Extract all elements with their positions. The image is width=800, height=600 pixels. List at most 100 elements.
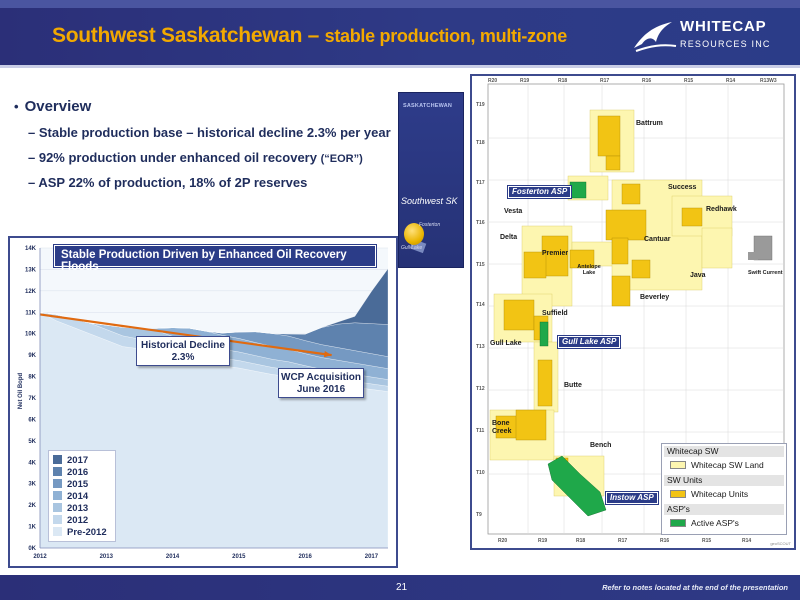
map-legend-group: Whitecap SW [664, 446, 784, 457]
township-label: T14 [476, 302, 485, 308]
y-tick-label: 0K [28, 546, 36, 552]
township-label: T12 [476, 386, 485, 392]
overview-item: – ASP 22% of production, 18% of 2P reser… [28, 175, 308, 190]
x-tick-label: 2017 [365, 554, 379, 560]
range-label: R14 [726, 78, 736, 84]
y-tick-label: 6K [28, 417, 36, 423]
place-redhawk: Redhawk [706, 206, 737, 213]
range-label-bottom: R17 [618, 538, 628, 544]
logo-subline: RESOURCES INC [680, 39, 771, 49]
bullet-dot-icon: • [14, 99, 19, 114]
legend-item-2014: 2014 [53, 491, 88, 503]
place-butte: Butte [564, 382, 582, 389]
footer-bar: 21 Refer to notes located at the end of … [0, 575, 800, 600]
range-label: R16 [642, 78, 652, 84]
page-title: Southwest Saskatchewan – stable producti… [52, 24, 567, 48]
saskatchewan-inset-map: SASKATCHEWAN Southwest SK Fosterton Gull… [398, 92, 464, 268]
place-cantuar: Cantuar [644, 236, 671, 243]
y-tick-label: 10K [25, 332, 37, 338]
inset-label-fosterton: Fosterton [419, 222, 441, 228]
x-tick-label: 2015 [232, 554, 246, 560]
y-tick-label: 14K [25, 246, 37, 252]
inset-province-label: SASKATCHEWAN [403, 103, 453, 109]
x-tick-label: 2013 [100, 554, 114, 560]
y-tick-label: 3K [28, 482, 36, 488]
legend-item-2016: 2016 [53, 467, 88, 479]
range-label: R15 [684, 78, 694, 84]
place-bone-creek: Bone Creek [492, 420, 512, 435]
map-legend-group: SW Units [664, 475, 784, 486]
place-battrum: Battrum [636, 120, 663, 127]
overview-section: • Overview – Stable production base – his… [14, 98, 394, 200]
decline-callout: Historical Decline 2.3% [136, 336, 230, 366]
wave-logo-icon [634, 22, 677, 52]
township-label: T19 [476, 102, 485, 108]
chart-title: Stable Production Driven by Enhanced Oil… [61, 249, 347, 273]
range-label-bottom: R19 [538, 538, 548, 544]
place-bench: Bench [590, 442, 612, 449]
range-label: R13W3 [760, 78, 777, 84]
title-main: Southwest Saskatchewan – [52, 24, 325, 47]
decline-trend-line [39, 313, 332, 357]
township-label: T17 [476, 180, 485, 186]
asp-tag-gull-lake: Gull Lake ASP [556, 335, 622, 349]
y-tick-label: 12K [25, 289, 37, 295]
place-antelope-lake: Antelope Lake [577, 264, 601, 276]
place-gull-lake: Gull Lake [490, 340, 522, 347]
map-legend-item-asp: Active ASP's [670, 518, 739, 528]
header-stripe [0, 0, 800, 8]
map-copyright: geoSCOUT [770, 541, 791, 546]
acquisition-callout: WCP Acquisition June 2016 [278, 368, 364, 398]
header-baseline [0, 65, 800, 68]
southwest-sk-map: R20 R19 R18 R17 R16 R15 R14 R13W3 R20 R1… [470, 74, 796, 550]
legend-item-2017: 2017 [53, 455, 88, 467]
legend-item-2013: 2013 [53, 503, 88, 515]
township-label: T16 [476, 220, 485, 226]
inset-label-gull-lake: Gull Lake [401, 245, 423, 251]
map-legend-item-land: Whitecap SW Land [670, 460, 764, 470]
y-tick-label: 1K [28, 525, 36, 531]
title-sub: stable production, multi-zone [324, 26, 568, 46]
decline-arrow-head [323, 351, 332, 358]
map-legend-group: ASP's [664, 504, 784, 515]
x-tick-label: 2014 [166, 554, 180, 560]
y-tick-label: 5K [28, 439, 36, 445]
page-number: 21 [396, 582, 408, 593]
township-label: T10 [476, 470, 485, 476]
township-label: T13 [476, 344, 485, 350]
series-area-2017 [39, 268, 389, 335]
place-success: Success [668, 184, 697, 191]
x-tick-label: 2012 [33, 554, 47, 560]
y-tick-label: 9K [28, 353, 36, 359]
place-delta: Delta [500, 234, 518, 241]
y-tick-label: 7K [28, 396, 36, 402]
map-legend: Whitecap SW Whitecap SW Land SW Units Wh… [661, 443, 787, 535]
range-label-bottom: R18 [576, 538, 586, 544]
place-java: Java [690, 272, 706, 279]
range-label: R19 [520, 78, 530, 84]
asp-tag-instow: Instow ASP [605, 491, 659, 505]
range-label: R20 [488, 78, 498, 84]
township-label: T18 [476, 140, 485, 146]
range-label-bottom: R16 [660, 538, 670, 544]
y-tick-label: 4K [28, 460, 36, 466]
inset-highlight-icon [404, 223, 424, 245]
y-tick-label: 13K [25, 267, 37, 273]
township-label: T15 [476, 262, 485, 268]
inset-region-label: Southwest SK [401, 196, 458, 206]
range-label-bottom: R20 [498, 538, 508, 544]
legend-item-2015: 2015 [53, 479, 88, 491]
range-label-bottom: R15 [702, 538, 712, 544]
header-bar: Southwest Saskatchewan – stable producti… [0, 0, 800, 68]
map-legend-item-units: Whitecap Units [670, 489, 748, 499]
range-label: R18 [558, 78, 568, 84]
place-suffield: Suffield [542, 310, 568, 317]
company-logo: WHITECAP RESOURCES INC [632, 12, 792, 58]
legend-item-pre-2012: Pre-2012 [53, 527, 107, 539]
y-tick-label: 8K [28, 375, 36, 381]
chart-y-axis-label: Net Oil Bopd [18, 372, 24, 410]
overview-item: – Stable production base – historical de… [28, 125, 391, 140]
x-tick-label: 2016 [298, 554, 312, 560]
y-tick-label: 11K [25, 310, 36, 316]
